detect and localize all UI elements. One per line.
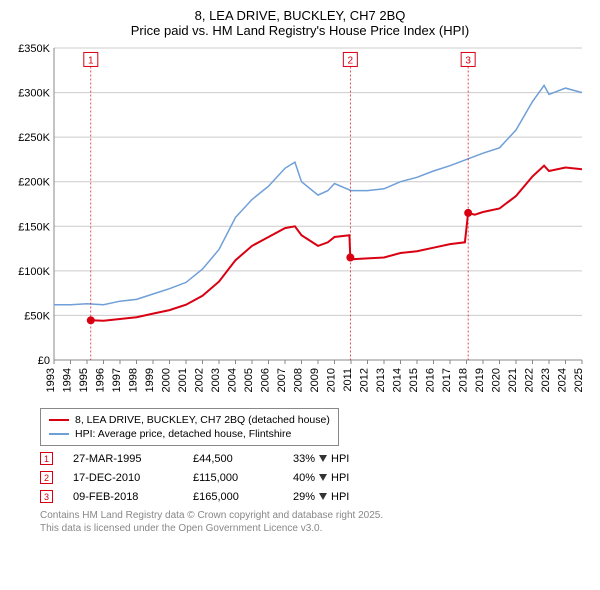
svg-text:£300K: £300K [18,88,50,100]
svg-text:1999: 1999 [144,368,156,392]
svg-text:1994: 1994 [62,368,74,392]
table-row: 1 27-MAR-1995 £44,500 33% HPI [40,452,590,465]
svg-text:2007: 2007 [276,368,288,392]
arrow-down-icon [319,455,327,462]
svg-text:1997: 1997 [111,368,123,392]
delta-vs: HPI [331,491,349,503]
svg-text:2019: 2019 [474,368,486,392]
legend-swatch-red [49,419,69,421]
row-date-2: 17-DEC-2010 [73,472,173,484]
svg-text:2005: 2005 [243,368,255,392]
svg-text:2009: 2009 [309,368,321,392]
svg-text:2006: 2006 [260,368,272,392]
legend-label-1: 8, LEA DRIVE, BUCKLEY, CH7 2BQ (detached… [75,413,330,427]
svg-text:£0: £0 [38,355,50,367]
svg-text:3: 3 [465,55,471,66]
svg-text:2000: 2000 [161,368,173,392]
price-table: 1 27-MAR-1995 £44,500 33% HPI 2 17-DEC-2… [40,452,590,503]
legend-box: 8, LEA DRIVE, BUCKLEY, CH7 2BQ (detached… [40,408,339,446]
svg-text:2015: 2015 [408,368,420,392]
delta-vs: HPI [331,472,349,484]
svg-text:2011: 2011 [342,368,354,392]
svg-text:1995: 1995 [78,368,90,392]
svg-text:1996: 1996 [95,368,107,392]
delta-vs: HPI [331,453,349,465]
title-block: 8, LEA DRIVE, BUCKLEY, CH7 2BQ Price pai… [10,8,590,38]
svg-text:2024: 2024 [557,368,569,392]
svg-text:£250K: £250K [18,132,50,144]
svg-text:2001: 2001 [177,368,189,392]
row-price-2: £115,000 [193,472,273,484]
arrow-down-icon [319,474,327,481]
title-line2: Price paid vs. HM Land Registry's House … [10,23,590,38]
footer: Contains HM Land Registry data © Crown c… [40,509,590,535]
svg-text:2004: 2004 [227,368,239,392]
svg-text:2010: 2010 [326,368,338,392]
row-date-1: 27-MAR-1995 [73,453,173,465]
svg-text:2022: 2022 [524,368,536,392]
row-marker-3: 3 [40,490,53,503]
svg-text:£150K: £150K [18,221,50,233]
svg-text:£50K: £50K [24,310,50,322]
delta-pct: 40% [293,472,315,484]
svg-text:2: 2 [348,55,354,66]
delta-pct: 29% [293,491,315,503]
legend-label-2: HPI: Average price, detached house, Flin… [75,427,291,441]
row-delta-2: 40% HPI [293,472,383,484]
delta-pct: 33% [293,453,315,465]
row-marker-2: 2 [40,471,53,484]
legend-row-1: 8, LEA DRIVE, BUCKLEY, CH7 2BQ (detached… [49,413,330,427]
svg-text:2003: 2003 [210,368,222,392]
title-line1: 8, LEA DRIVE, BUCKLEY, CH7 2BQ [10,8,590,23]
footer-line1: Contains HM Land Registry data © Crown c… [40,509,590,522]
row-price-1: £44,500 [193,453,273,465]
svg-text:1998: 1998 [128,368,140,392]
svg-text:£100K: £100K [18,266,50,278]
table-row: 2 17-DEC-2010 £115,000 40% HPI [40,471,590,484]
svg-text:£200K: £200K [18,177,50,189]
svg-text:2016: 2016 [425,368,437,392]
svg-text:2021: 2021 [507,368,519,392]
svg-text:2012: 2012 [359,368,371,392]
chart-area: £0 £50K £100K £150K £200K £250K £300K £350K 1993… [10,44,590,404]
row-delta-1: 33% HPI [293,453,383,465]
svg-text:2023: 2023 [540,368,552,392]
chart-container: 8, LEA DRIVE, BUCKLEY, CH7 2BQ Price pai… [0,0,600,590]
svg-text:2008: 2008 [293,368,305,392]
footer-line2: This data is licensed under the Open Gov… [40,522,590,535]
svg-text:2013: 2013 [375,368,387,392]
row-delta-3: 29% HPI [293,491,383,503]
arrow-down-icon [319,493,327,500]
svg-text:1993: 1993 [45,368,57,392]
row-marker-1: 1 [40,452,53,465]
legend-swatch-blue [49,433,69,435]
svg-text:2020: 2020 [491,368,503,392]
svg-text:2017: 2017 [441,368,453,392]
svg-text:1: 1 [88,55,94,66]
svg-text:2002: 2002 [194,368,206,392]
svg-text:2018: 2018 [458,368,470,392]
legend-row-2: HPI: Average price, detached house, Flin… [49,427,330,441]
svg-text:2025: 2025 [573,368,585,392]
svg-text:2014: 2014 [392,368,404,392]
svg-text:£350K: £350K [18,44,50,55]
row-date-3: 09-FEB-2018 [73,491,173,503]
table-row: 3 09-FEB-2018 £165,000 29% HPI [40,490,590,503]
row-price-3: £165,000 [193,491,273,503]
chart-svg: £0 £50K £100K £150K £200K £250K £300K £350K 1993… [10,44,590,404]
